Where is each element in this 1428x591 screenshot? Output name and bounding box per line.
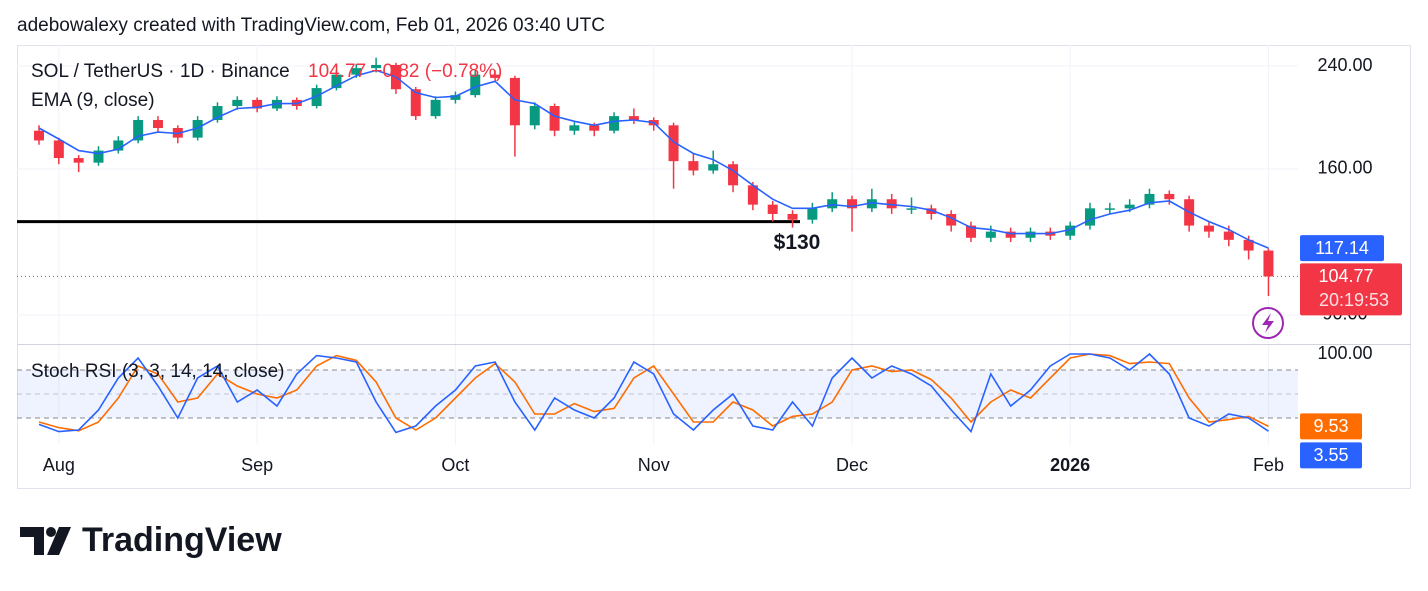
stoch-band [17, 370, 1298, 418]
alert-bolt [1262, 313, 1274, 333]
candle-body [113, 140, 124, 151]
stoch-line [38, 353, 1269, 432]
candle-body [1104, 208, 1115, 210]
candle-body [1144, 193, 1155, 205]
candle-body [371, 64, 382, 69]
candle-body [331, 74, 342, 89]
candle-body [1243, 239, 1254, 251]
candle-body [767, 204, 778, 214]
candle-body [1164, 193, 1175, 200]
candle-body [985, 231, 996, 238]
alert-icon[interactable] [1252, 307, 1284, 339]
brand-name: TradingView [82, 521, 282, 559]
chart-title: SOL / TetherUS · 1D · Binance [31, 61, 290, 82]
brand-logo [20, 527, 71, 555]
ema-price-label: 117.14 [1315, 238, 1369, 258]
quote: 104.77 −0.82 (−0.78%) [308, 61, 502, 82]
x-tick-label: Nov [638, 455, 670, 475]
candle-body [430, 99, 441, 117]
candle-body [549, 106, 560, 131]
candle-body [847, 199, 858, 209]
x-tick-label: Aug [43, 455, 75, 475]
stoch-value-label: 9.53 [1313, 416, 1348, 436]
x-tick-label: Sep [241, 455, 273, 475]
candle-body [212, 106, 223, 121]
plot-layer: 90.00160.00240.00AugSepOctNovDec2026Feb1… [17, 45, 1402, 475]
candle-body [926, 208, 937, 214]
candle-body [1084, 208, 1095, 226]
candle-body [252, 99, 263, 109]
candle-body [529, 106, 540, 126]
stoch-value-box [1300, 442, 1362, 469]
candle-body [906, 208, 917, 210]
y-tick-label: 100.00 [1317, 343, 1372, 363]
stoch-value-label: 3.55 [1313, 445, 1348, 465]
candle-body [589, 125, 600, 131]
candle-body [886, 199, 897, 209]
x-tick-label: Oct [441, 455, 469, 475]
candle-body [192, 120, 203, 138]
x-tick-label: 2026 [1050, 455, 1090, 475]
logo-dot [46, 527, 56, 537]
candle-body [232, 99, 243, 107]
candle-body [1124, 204, 1135, 209]
candle-body [708, 164, 719, 171]
chart-frame [17, 45, 1411, 489]
candle-body [728, 164, 739, 186]
y-tick-label: 240.00 [1317, 55, 1372, 75]
candle-body [53, 140, 64, 159]
candle-body [866, 199, 877, 209]
candle-body [668, 125, 679, 162]
candle-body [73, 158, 84, 163]
stoch-value-box [1300, 413, 1362, 440]
candle-body [807, 208, 818, 220]
ema-line [38, 69, 1269, 249]
alert-circle [1252, 307, 1284, 339]
candle-body [470, 74, 481, 96]
countdown: 20:19:53 [1319, 290, 1389, 310]
candle-body [609, 116, 620, 131]
ema-price-box [1300, 235, 1384, 262]
support-label: $130 [774, 231, 821, 254]
candle-body [688, 161, 699, 171]
x-tick-label: Dec [836, 455, 868, 475]
candle-body [1025, 231, 1036, 238]
candle-body [1065, 225, 1076, 236]
candle-body [351, 68, 362, 75]
attribution: adebowalexy created with TradingView.com… [17, 15, 605, 36]
candle-body [787, 213, 798, 220]
last-price-box [1300, 263, 1402, 316]
candle-body [133, 120, 144, 141]
logo-slash [47, 527, 71, 555]
stoch-line [38, 352, 1269, 434]
candle-body [827, 199, 838, 209]
candle-body [93, 150, 104, 163]
candle-body [490, 74, 501, 78]
ema-legend: EMA (9, close) [31, 90, 155, 111]
candle-body [1223, 231, 1234, 240]
candle-body [1263, 250, 1274, 277]
candle-body [966, 225, 977, 238]
candle-body [509, 77, 520, 126]
last-price-label: 104.77 [1318, 266, 1373, 286]
logo-mark [20, 527, 44, 555]
candle-body [747, 185, 758, 205]
candle-body [410, 89, 421, 117]
candle-body [1005, 231, 1016, 238]
x-tick-label: Feb [1253, 455, 1284, 475]
candle-body [1203, 225, 1214, 232]
candle-body [152, 120, 163, 128]
candle-body [450, 95, 461, 100]
candle-body [946, 213, 957, 226]
candle-body [569, 125, 580, 131]
candle-body [34, 130, 44, 141]
stoch-legend: Stoch RSI (3, 3, 14, 14, close) [31, 361, 284, 382]
candle-body [628, 116, 639, 121]
y-tick-label: 160.00 [1317, 158, 1372, 178]
